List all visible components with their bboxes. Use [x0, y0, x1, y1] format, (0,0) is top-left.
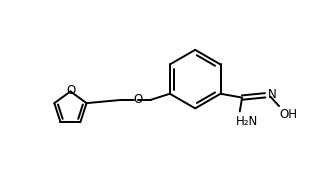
Text: O: O — [67, 84, 76, 97]
Text: N: N — [267, 88, 276, 101]
Text: OH: OH — [280, 108, 298, 121]
Text: O: O — [133, 93, 142, 106]
Text: H₂N: H₂N — [236, 114, 258, 127]
